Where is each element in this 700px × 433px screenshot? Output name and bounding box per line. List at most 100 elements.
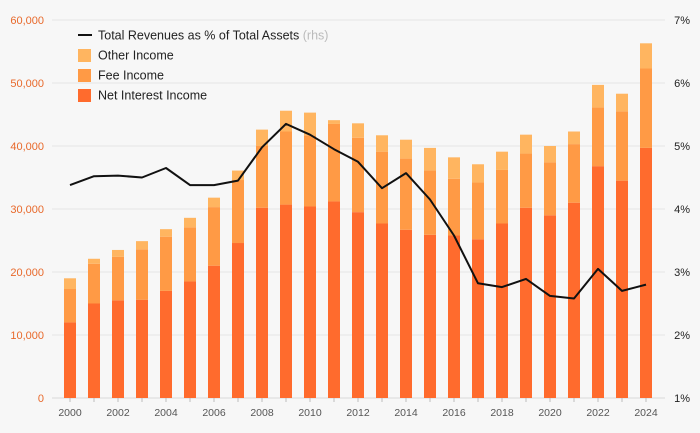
net-interest-income-bar [64,322,76,398]
net-interest-income-bar [424,234,436,398]
other-income-bar [472,164,484,183]
net-interest-income-bar [208,265,220,398]
other-income-bar [640,43,652,69]
x-tick-label: 2008 [250,407,274,419]
x-tick-label: 2014 [394,407,418,419]
other-income-bar [616,93,628,112]
x-tick-label: 2022 [586,407,610,419]
other-income-bar [136,241,148,250]
fee-income-bar [544,162,556,216]
net-interest-income-bar [592,166,604,398]
other-income-bar [520,134,532,154]
x-tick-label: 2016 [442,407,466,419]
left-tick-label: 20,000 [10,267,44,279]
right-tick-label: 2% [674,330,690,342]
ratio-line [69,122,647,300]
other-income-bar [376,135,388,152]
other-income-bar [568,131,580,145]
net-interest-income-bar [232,243,244,398]
other-income-bar [544,146,556,163]
net-interest-income-bar [112,300,124,398]
left-tick-label: 60,000 [10,15,44,27]
x-tick-label: 2004 [154,407,178,419]
net-interest-income-bar [448,235,460,398]
fee-income-bar [328,123,340,202]
left-tick-label: 30,000 [10,204,44,216]
fee-income-bar [616,111,628,181]
other-income-bar [208,197,220,208]
legend-suffix: (rhs) [299,29,328,43]
legend-label: Fee Income [98,69,164,83]
net-interest-income-bar [304,206,316,398]
fee-income-bar [400,158,412,230]
net-interest-income-bar [280,204,292,398]
fee-income-bar [160,236,172,291]
legend: Total Revenues as % of Total Assets (rhs… [78,29,328,103]
left-tick-label: 0 [38,393,44,405]
fee-income-bar [256,146,268,208]
other-income-bar [496,151,508,170]
legend-label: Total Revenues as % of Total Assets (rhs… [98,29,328,43]
x-axis: 2000 2002 2004 2006 2008 2010 2012 2014 2016 2018… [58,398,658,419]
x-tick-label: 2006 [202,407,226,419]
net-interest-income-bar [544,215,556,398]
right-axis: 1% 2% 3% 4% 5% 6% 7% [674,15,690,405]
fee-income-bar [640,68,652,148]
fee-income-bar [520,153,532,208]
x-tick-label: 2012 [346,407,370,419]
x-tick-label: 2020 [538,407,562,419]
other-income-bar [160,229,172,237]
fee-income-bar [472,182,484,240]
legend-box-swatch [78,69,91,82]
legend-label: Other Income [98,49,174,63]
net-interest-income-bar [160,290,172,398]
net-interest-income-bar [88,303,100,398]
net-interest-income-bar [352,212,364,398]
fee-income-bar [304,135,316,207]
other-income-bar [232,170,244,181]
right-tick-label: 6% [674,78,690,90]
legend-box-swatch [78,49,91,62]
right-tick-label: 4% [674,204,690,216]
x-tick-label: 2000 [58,407,82,419]
left-tick-label: 10,000 [10,330,44,342]
fee-income-bar [112,256,124,301]
other-income-bar [88,258,100,264]
fee-income-bar [496,169,508,224]
net-interest-income-bar [568,202,580,398]
net-interest-income-bar [328,201,340,398]
net-interest-income-bar [184,281,196,398]
other-income-bar [328,120,340,124]
right-tick-label: 3% [674,267,690,279]
other-income-bar [448,157,460,179]
fee-income-bar [592,107,604,167]
fee-income-bar [88,263,100,304]
fee-income-bar [424,170,436,235]
other-income-bar [304,112,316,136]
other-income-bar [112,249,124,257]
fee-income-bar [448,178,460,236]
other-income-bar [400,139,412,159]
ratio-series-line [69,122,647,300]
other-income-bar [256,129,268,146]
right-tick-label: 1% [674,393,690,405]
fee-income-bar [280,131,292,205]
fee-income-bar [232,180,244,244]
fee-income-bar [568,144,580,203]
other-income-bar [352,123,364,138]
other-income-bar [424,147,436,171]
left-axis: 0 10,000 20,000 30,000 40,000 50,000 60,000 [10,15,44,405]
legend-label: Net Interest Income [98,89,207,103]
other-income-bar [64,278,76,290]
legend-box-swatch [78,89,91,102]
fee-income-bar [184,227,196,282]
fee-income-bar [136,249,148,300]
fee-income-bar [64,289,76,323]
net-interest-income-bar [376,223,388,398]
x-tick-label: 2002 [106,407,130,419]
net-interest-income-bar [136,299,148,398]
net-interest-income-bar [640,147,652,398]
net-interest-income-bar [400,229,412,398]
x-tick-label: 2010 [298,407,322,419]
